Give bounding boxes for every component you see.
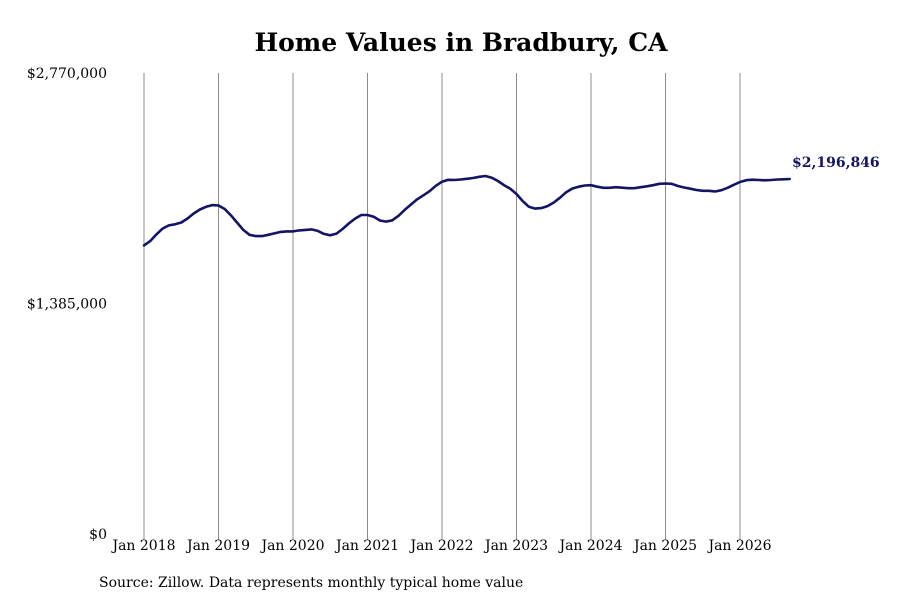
source-note: Source: Zillow. Data represents monthly … (99, 575, 523, 591)
y-tick-label: $2,770,000 (27, 66, 107, 82)
x-tick-label: Jan 2026 (706, 538, 771, 554)
x-axis-ticks: Jan 2018 Jan 2019 Jan 2020 Jan 2021 Jan 2022… (110, 538, 771, 554)
end-value-label: $2,196,846 (792, 155, 880, 171)
y-tick-label: $1,385,000 (27, 297, 107, 313)
x-tick-label: Jan 2024 (557, 538, 622, 554)
chart-title: Home Values in Bradbury, CA (254, 28, 668, 57)
y-axis-ticks: $0 $1,385,000 $2,770,000 (27, 66, 107, 543)
x-tick-label: Jan 2022 (408, 538, 473, 554)
series-layer (142, 174, 792, 247)
x-tick-label: Jan 2025 (632, 538, 697, 554)
x-tick-label: Jan 2018 (110, 538, 175, 554)
x-tick-label: Jan 2019 (185, 538, 250, 554)
x-tick-label: Jan 2021 (334, 538, 399, 554)
series-line (142, 174, 792, 247)
y-tick-label: $0 (89, 527, 107, 543)
grid-lines (143, 73, 741, 540)
x-tick-label: Jan 2023 (483, 538, 548, 554)
x-tick-label: Jan 2020 (259, 538, 324, 554)
